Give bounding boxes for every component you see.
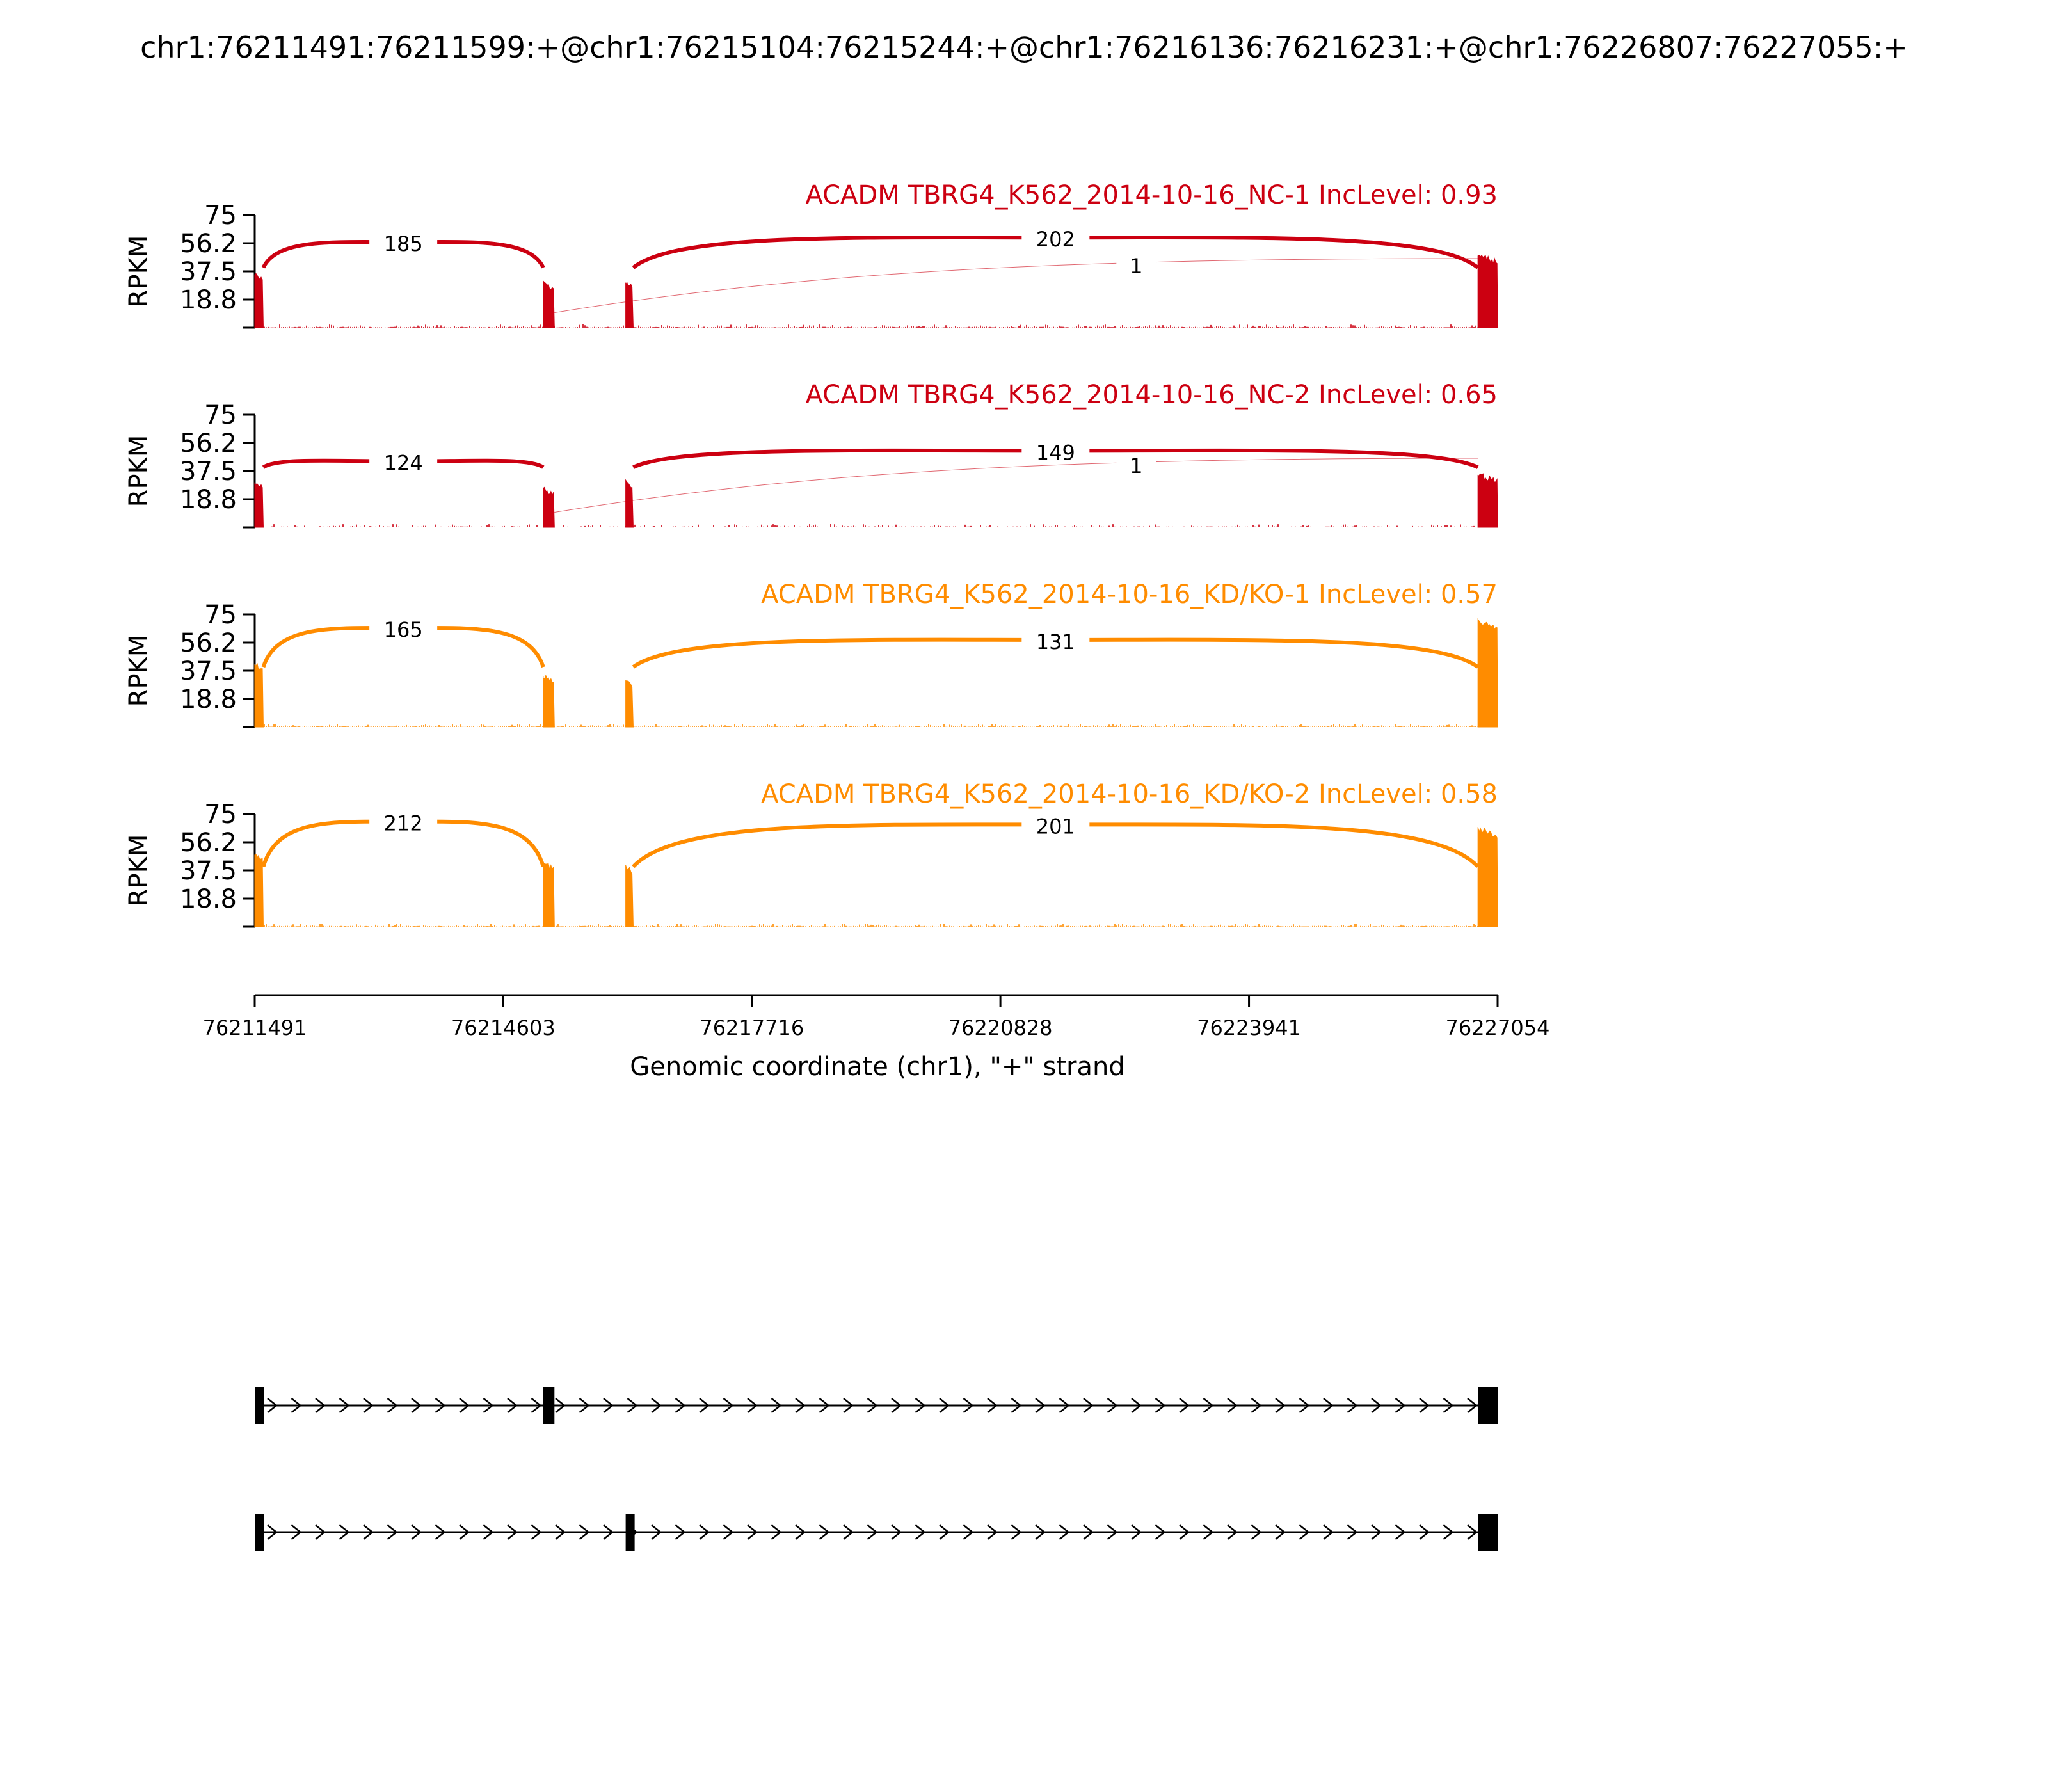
intron-coverage (258, 724, 1478, 727)
exon-coverage (1477, 827, 1498, 927)
x-tick-label: 76220828 (948, 1016, 1053, 1040)
junction-count: 149 (1036, 440, 1075, 465)
isoform-exon (1478, 1514, 1498, 1551)
track-sample-label: ACADM TBRG4_K562_2014-10-16_NC-1 IncLeve… (805, 180, 1498, 210)
junction-count: 1 (1130, 454, 1142, 478)
exon-coverage (1477, 618, 1498, 728)
junction-count-bg (1021, 230, 1090, 252)
y-tick-label: 18.8 (180, 285, 237, 315)
track-sample-label: ACADM TBRG4_K562_2014-10-16_KD/KO-1 IncL… (761, 580, 1498, 609)
strand-arrow-icon (267, 1524, 1478, 1540)
junction-count-bg (369, 620, 438, 643)
junction-count: 131 (1036, 630, 1075, 654)
exon-coverage (543, 486, 555, 528)
junction-count-bg (1021, 817, 1090, 839)
x-axis: 76211491 76214603 76217716 76220828 76223941… (203, 994, 1550, 1040)
y-tick-label: 18.8 (180, 485, 237, 515)
exon-coverage (1477, 255, 1498, 328)
x-tick-label: 76211491 (203, 1016, 307, 1040)
y-axis-label: RPKM (124, 236, 154, 308)
isoform-2 (255, 1514, 1498, 1551)
exon-coverage (625, 282, 634, 328)
y-axis-label: RPKM (124, 435, 154, 508)
intron-coverage (258, 524, 1478, 527)
y-tick-label: 37.5 (180, 257, 237, 287)
y-tick-label: 37.5 (180, 457, 237, 486)
isoform-exon (1478, 1387, 1498, 1424)
y-tick-label: 56.2 (180, 429, 237, 458)
plot-title: chr1:76211491:76211599:+@chr1:76215104:7… (140, 30, 1908, 65)
x-tick-label: 76227054 (1446, 1016, 1550, 1040)
y-tick-label: 37.5 (180, 657, 237, 686)
junction-count: 212 (384, 812, 423, 836)
exon-coverage (254, 482, 264, 528)
junction-count: 201 (1036, 814, 1075, 838)
junction-count: 124 (384, 451, 423, 476)
junction-count-bg (1021, 632, 1090, 654)
y-tick-label: 56.2 (180, 229, 237, 259)
exon-coverage (543, 674, 555, 728)
y-tick-label: 56.2 (180, 628, 237, 658)
track-sample-label: ACADM TBRG4_K562_2014-10-16_KD/KO-2 IncL… (761, 780, 1498, 809)
y-tick-label: 75 (204, 600, 237, 630)
strand-arrow-icon (267, 1398, 1478, 1413)
y-tick-label: 18.8 (180, 685, 237, 714)
isoform-exon (255, 1514, 264, 1551)
exon-coverage (543, 280, 555, 328)
junction-arc (554, 258, 1478, 314)
junction-count-bg (369, 453, 438, 476)
y-axis-label: RPKM (124, 635, 154, 707)
exon-coverage (254, 853, 264, 927)
junction-count-bg (369, 234, 438, 257)
junction-count: 202 (1036, 227, 1075, 252)
isoform-models (255, 1387, 1498, 1551)
y-tick-label: 75 (204, 800, 237, 829)
junction-count-bg (1021, 443, 1090, 465)
isoform-exon (255, 1387, 264, 1424)
junction-count: 165 (384, 618, 423, 642)
junction-count-bg (1116, 257, 1156, 279)
x-tick-label: 76223941 (1197, 1016, 1301, 1040)
isoform-exon (543, 1387, 555, 1424)
y-axis-label: RPKM (124, 835, 154, 907)
x-tick-label: 76214603 (451, 1016, 556, 1040)
x-tick-label: 76217716 (700, 1016, 804, 1040)
exon-coverage (625, 479, 634, 528)
track-sample-label: ACADM TBRG4_K562_2014-10-16_NC-2 IncLeve… (805, 380, 1498, 410)
junction-arc (554, 458, 1478, 513)
junction-count-bg (369, 813, 438, 836)
isoform-exon (625, 1514, 635, 1551)
y-tick-label: 75 (204, 201, 237, 230)
exon-coverage (254, 662, 264, 728)
junction-count: 185 (384, 232, 423, 256)
junction-count-bg (1116, 456, 1156, 479)
exon-coverage (1477, 473, 1498, 528)
x-axis-label: Genomic coordinate (chr1), "+" strand (630, 1052, 1124, 1082)
y-tick-label: 75 (204, 401, 237, 430)
intron-coverage (258, 324, 1478, 328)
exon-coverage (625, 865, 634, 927)
isoform-1 (255, 1387, 1498, 1424)
y-tick-label: 37.5 (180, 856, 237, 886)
exon-coverage (543, 861, 555, 927)
y-tick-label: 56.2 (180, 828, 237, 858)
intron-coverage (258, 924, 1478, 927)
junction-count: 1 (1130, 254, 1142, 278)
exon-coverage (625, 680, 634, 728)
exon-coverage (254, 273, 264, 328)
y-tick-label: 18.8 (180, 884, 237, 914)
